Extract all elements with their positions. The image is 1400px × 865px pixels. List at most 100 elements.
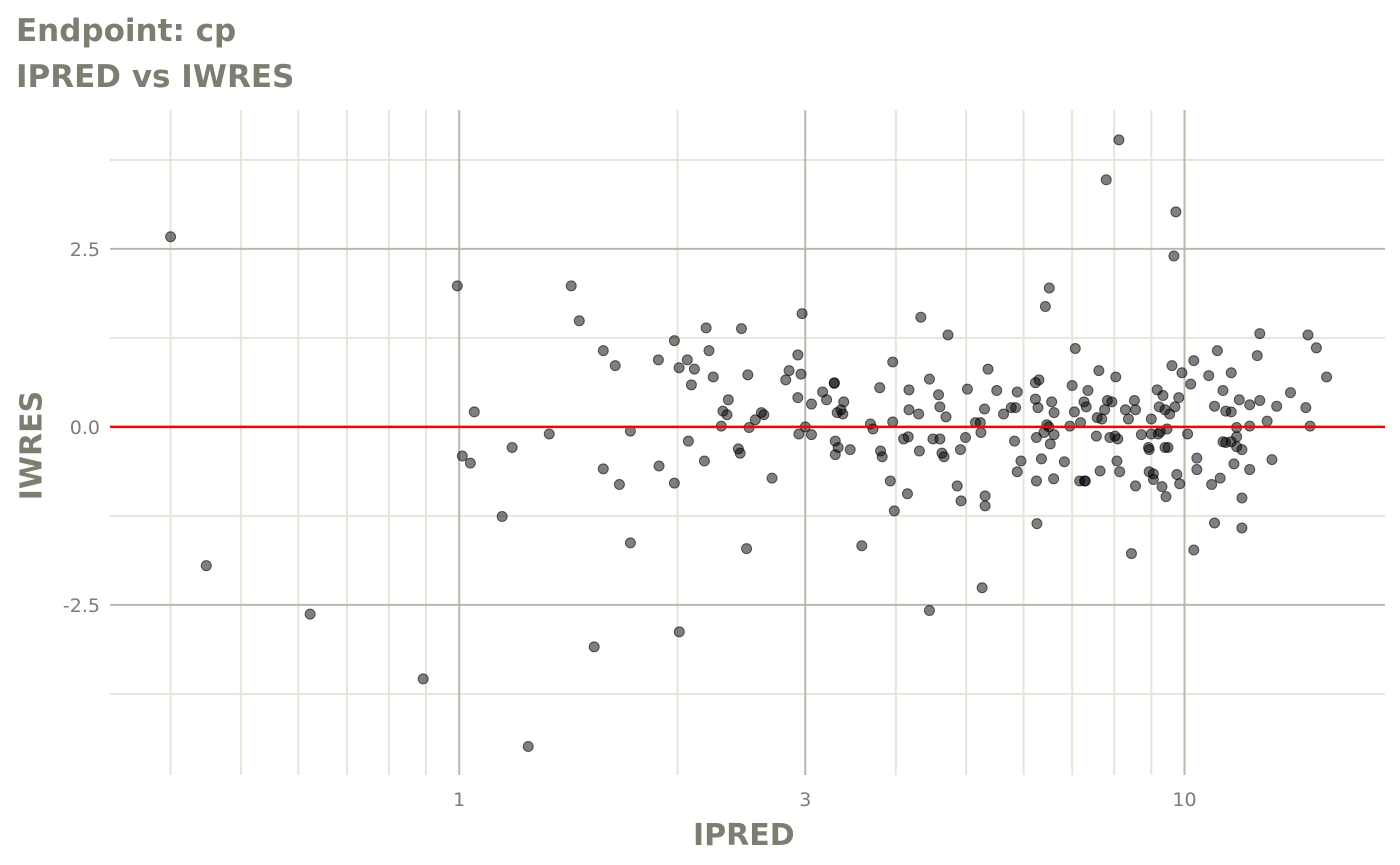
data-point: [1048, 407, 1060, 419]
data-point: [795, 368, 807, 380]
data-point: [975, 427, 987, 439]
data-point: [903, 384, 915, 396]
data-point: [828, 377, 840, 389]
data-point: [938, 451, 950, 463]
data-point: [1094, 465, 1106, 477]
data-point: [1122, 413, 1134, 425]
data-point: [1111, 455, 1123, 467]
data-point: [805, 398, 817, 410]
data-point: [960, 432, 972, 444]
data-point: [468, 406, 480, 418]
data-point: [1217, 385, 1229, 397]
y-tick-label: 0.0: [70, 417, 100, 439]
data-point: [1147, 468, 1159, 480]
data-point: [496, 511, 508, 523]
y-axis-label: IWRES: [14, 390, 50, 501]
data-point: [979, 500, 991, 512]
data-point: [783, 365, 795, 377]
data-point: [1128, 394, 1140, 406]
data-point: [700, 322, 712, 334]
data-point: [1079, 475, 1091, 487]
data-point: [673, 362, 685, 374]
data-point: [1266, 454, 1278, 466]
data-point: [685, 379, 697, 391]
data-point: [1080, 401, 1092, 413]
data-point: [796, 308, 808, 320]
data-point: [681, 354, 693, 366]
data-point: [955, 495, 967, 507]
data-point: [1254, 394, 1266, 406]
data-point: [1251, 350, 1263, 362]
data-point: [934, 433, 946, 445]
data-point: [1284, 387, 1296, 399]
data-point: [979, 490, 991, 502]
data-point: [1160, 491, 1172, 503]
data-point: [1030, 475, 1042, 487]
data-point: [707, 371, 719, 383]
data-point: [735, 323, 747, 335]
data-point: [1254, 328, 1266, 340]
data-point: [613, 479, 625, 491]
data-point: [1166, 360, 1178, 372]
data-point: [1231, 431, 1243, 443]
data-point: [1233, 394, 1245, 406]
data-point: [1030, 432, 1042, 444]
data-point: [464, 457, 476, 469]
data-point: [951, 480, 963, 492]
data-point: [1048, 473, 1060, 485]
data-point: [1130, 404, 1142, 416]
data-point: [1082, 385, 1094, 397]
data-point: [1130, 480, 1142, 492]
data-point: [1032, 402, 1044, 414]
data-point: [1031, 518, 1043, 530]
data-point: [304, 608, 316, 620]
data-point: [1113, 134, 1125, 146]
data-point: [1119, 404, 1131, 416]
data-point: [856, 540, 868, 552]
data-point: [1033, 374, 1045, 386]
data-point: [688, 363, 700, 375]
data-point: [1188, 355, 1200, 367]
data-point: [588, 641, 600, 653]
data-point: [1236, 522, 1248, 534]
data-point: [923, 605, 935, 617]
data-point: [1112, 433, 1124, 445]
data-point: [1100, 174, 1112, 186]
data-point: [1068, 406, 1080, 418]
data-point: [792, 392, 804, 404]
data-point: [1209, 517, 1221, 529]
data-point: [888, 505, 900, 517]
data-point: [1039, 301, 1051, 313]
data-point: [1302, 329, 1314, 341]
data-point: [1244, 464, 1256, 476]
y-tick-label: -2.5: [63, 595, 100, 617]
data-point: [1048, 429, 1060, 441]
data-point: [698, 455, 710, 467]
data-point: [1125, 548, 1137, 560]
data-point: [597, 463, 609, 475]
data-point: [673, 626, 685, 638]
data-point: [1174, 478, 1186, 490]
data-point: [954, 444, 966, 456]
data-point: [749, 414, 761, 426]
data-point: [1066, 380, 1078, 392]
data-point: [1169, 401, 1181, 413]
data-point: [1010, 402, 1022, 414]
data-point: [682, 435, 694, 447]
data-point: [1300, 402, 1312, 414]
data-point: [1244, 399, 1256, 411]
data-point: [902, 431, 914, 443]
data-point: [780, 374, 792, 386]
data-point: [1211, 345, 1223, 357]
data-point: [1182, 428, 1194, 440]
data-point: [1106, 396, 1118, 408]
y-tick-label: 2.5: [70, 239, 100, 261]
data-point: [1096, 413, 1108, 425]
data-point: [1162, 441, 1174, 453]
data-point: [1310, 342, 1322, 354]
data-point: [766, 472, 778, 484]
data-point: [1135, 429, 1147, 441]
data-point: [961, 383, 973, 395]
data-point: [1228, 458, 1240, 470]
